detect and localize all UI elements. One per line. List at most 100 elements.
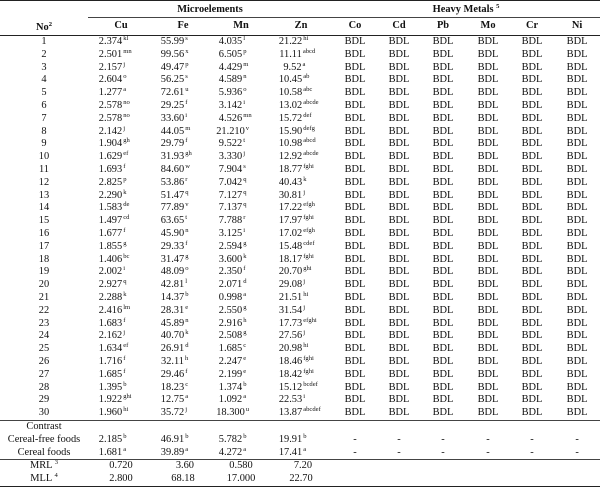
pb-value: BDL xyxy=(432,304,454,316)
fe-value: 28.31e xyxy=(160,303,189,316)
zn-value: 29.08j xyxy=(278,278,306,291)
co-value: BDL xyxy=(344,266,366,278)
mn-value: 2.594g xyxy=(218,239,247,252)
fe-value: 29.79f xyxy=(160,137,188,150)
fe-value: 72.61u xyxy=(160,86,189,99)
sample-number: 8 xyxy=(41,125,47,137)
limit-row: MLL 4 2.800 68.18 17.000 22.70 xyxy=(0,472,600,487)
table-row: 13 2.290k 51.47q 7.127q 30.81j BDL BDL BDL BDL BD… xyxy=(0,188,600,203)
sample-number: 6 xyxy=(41,99,47,111)
sample-number: 10 xyxy=(38,151,50,163)
mo-dash: - xyxy=(486,433,490,445)
cd-value: BDL xyxy=(388,368,410,380)
sample-number: 22 xyxy=(38,304,50,316)
mo-value: BDL xyxy=(477,151,499,163)
group-header-row: No2 Microelements Heavy Metals 5 xyxy=(0,0,600,36)
co-value: BDL xyxy=(344,99,366,111)
cd-value: BDL xyxy=(388,330,410,342)
cd-value: BDL xyxy=(388,279,410,291)
zn-value: 18.42fghi xyxy=(278,367,314,380)
cr-value: BDL xyxy=(521,227,543,239)
co-value: BDL xyxy=(344,112,366,124)
cd-value: BDL xyxy=(388,355,410,367)
pb-value: BDL xyxy=(432,61,454,73)
fe-value: 63.65t xyxy=(160,214,188,227)
pb-value: BDL xyxy=(432,48,454,60)
zn-limit: 22.70 xyxy=(289,473,313,485)
zn-value: 13.02abcde xyxy=(278,98,319,111)
cr-value: BDL xyxy=(521,202,543,214)
mn-value: 2.916h xyxy=(218,316,247,329)
pb-value: BDL xyxy=(432,36,454,47)
mn-value: 0.998a xyxy=(218,290,247,303)
cd-value: BDL xyxy=(388,74,410,86)
mo-value: BDL xyxy=(477,189,499,201)
zn-value: 18.46fghi xyxy=(278,354,314,367)
ni-value: BDL xyxy=(566,355,588,367)
cr-value: BDL xyxy=(521,176,543,188)
mn-value: 4.526mn xyxy=(218,111,252,124)
fe-value: 48.09o xyxy=(160,265,189,278)
pb-value: BDL xyxy=(432,74,454,86)
cd-value: BDL xyxy=(388,176,410,188)
cd-value: BDL xyxy=(388,317,410,329)
cu-value: 1.693f xyxy=(98,162,126,175)
cu-value: 2.002i xyxy=(98,265,126,278)
zn-value: 20.98hi xyxy=(278,342,309,355)
ni-value: BDL xyxy=(566,304,588,316)
cr-value: BDL xyxy=(521,330,543,342)
zn-value: 31.54j xyxy=(278,303,306,316)
mo-value: BDL xyxy=(477,317,499,329)
table-row: 2 2.501mn 99.56x 6.505p 11.11abcd BDL BDL BDL BD… xyxy=(0,48,600,62)
zn-value: 30.81j xyxy=(278,188,306,201)
mn-value: 3.142i xyxy=(218,98,246,111)
pb-value: BDL xyxy=(432,368,454,380)
mo-value: BDL xyxy=(477,253,499,265)
empty-cell xyxy=(332,459,379,474)
empty-cell xyxy=(554,459,600,474)
sample-number: 24 xyxy=(38,330,50,342)
fe-value: 44.05m xyxy=(160,124,191,137)
pb-value: BDL xyxy=(432,227,454,239)
co-value: BDL xyxy=(344,61,366,73)
mn-limit: 0.580 xyxy=(212,459,270,474)
ni-value: BDL xyxy=(566,36,588,47)
cr-value: BDL xyxy=(521,61,543,73)
cu-value: 1.904gh xyxy=(98,137,130,150)
cd-value: BDL xyxy=(388,266,410,278)
co-value: BDL xyxy=(344,125,366,137)
ni-value: BDL xyxy=(566,240,588,252)
empty-cell xyxy=(510,473,554,486)
cu-value: 1.677f xyxy=(98,226,126,239)
cr-value: BDL xyxy=(521,151,543,163)
sample-number: 21 xyxy=(38,291,50,303)
mo-dash: - xyxy=(486,446,490,458)
cr-value: BDL xyxy=(521,240,543,252)
ni-value: BDL xyxy=(566,138,588,150)
pb-dash: - xyxy=(441,446,445,458)
cd-value: BDL xyxy=(388,304,410,316)
sample-number: 15 xyxy=(38,215,50,227)
col-header-mo: Mo xyxy=(480,20,496,32)
pb-value: BDL xyxy=(432,112,454,124)
zn-value: 21.51hi xyxy=(278,290,309,303)
cr-value: BDL xyxy=(521,99,543,111)
mo-value: BDL xyxy=(477,368,499,380)
ni-value: BDL xyxy=(566,61,588,73)
fe-value: 39.89a xyxy=(160,445,189,458)
table-row: 19 2.002i 48.09o 2.350f 20.70ghi BDL BDL BDL BDL… xyxy=(0,266,600,279)
mo-value: BDL xyxy=(477,266,499,278)
empty-cell xyxy=(466,459,511,474)
co-value: BDL xyxy=(344,48,366,60)
fe-value: 26.91d xyxy=(160,342,189,355)
sample-number: 17 xyxy=(38,240,50,252)
col-header-ni: Ni xyxy=(571,20,583,32)
empty-cell xyxy=(378,419,421,434)
co-value: BDL xyxy=(344,330,366,342)
mo-value: BDL xyxy=(477,112,499,124)
table-row: 11 1.693f 84.60w 7.904s 18.77fghi BDL BDL BDL BD… xyxy=(0,162,600,177)
empty-cell xyxy=(510,459,555,474)
sample-number: 12 xyxy=(38,176,50,188)
fe-value: 18.23c xyxy=(160,380,189,393)
mn-value: 1.685c xyxy=(218,342,247,355)
